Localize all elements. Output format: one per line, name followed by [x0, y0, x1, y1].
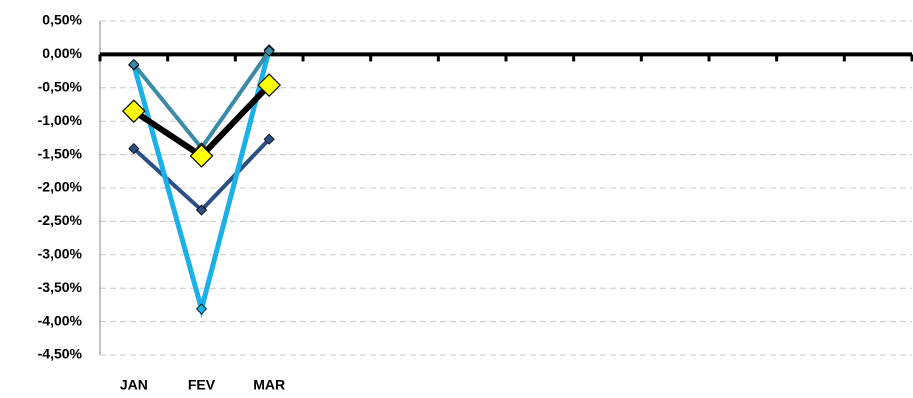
- x-tick-label: JAN: [120, 377, 148, 393]
- y-tick-label: -4,00%: [38, 312, 83, 328]
- data-point: [121, 99, 146, 124]
- y-tick-label: -3,00%: [38, 246, 83, 262]
- data-point: [128, 58, 140, 70]
- x-tick-label: MAR: [253, 377, 285, 393]
- y-tick-label: -0,50%: [38, 79, 83, 95]
- data-point: [128, 143, 140, 155]
- y-tick-label: -4,50%: [38, 346, 83, 362]
- y-tick-label: -2,50%: [38, 212, 83, 228]
- y-tick-label: 0,00%: [42, 45, 82, 61]
- y-tick-label: -1,50%: [38, 145, 83, 161]
- data-point: [257, 73, 282, 97]
- y-tick-label: -1,00%: [38, 112, 83, 128]
- data-point: [263, 133, 275, 145]
- data-point: [195, 303, 208, 315]
- x-tick-label: FEV: [188, 377, 216, 393]
- data-point: [263, 45, 275, 57]
- data-point: [195, 204, 208, 216]
- y-tick-label: -3,50%: [38, 279, 83, 295]
- data-point: [189, 144, 214, 168]
- y-tick-label: -2,00%: [38, 179, 83, 195]
- y-tick-label: 0,50%: [42, 12, 82, 28]
